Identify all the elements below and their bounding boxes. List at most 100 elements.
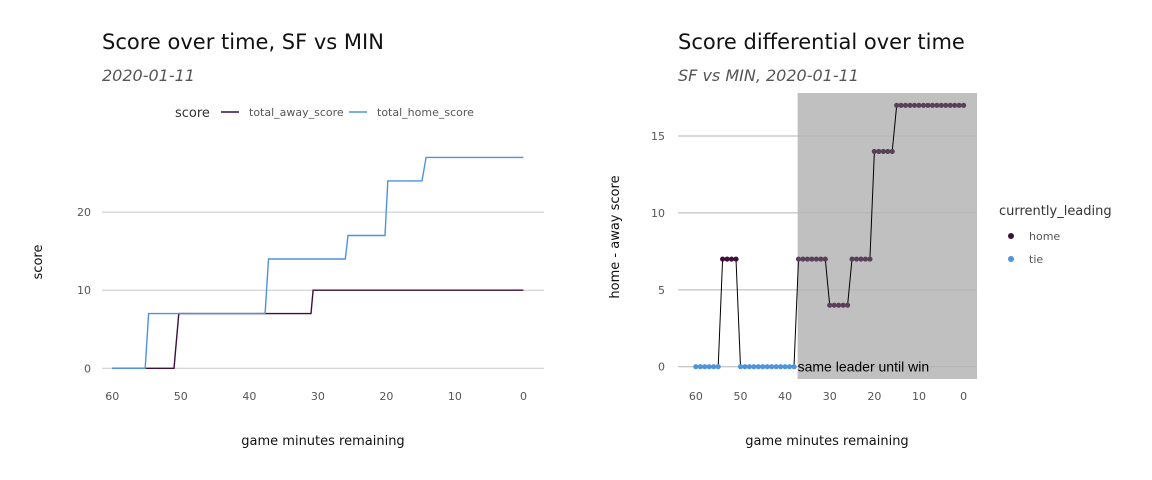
point-tie [706,364,712,370]
point-tie [778,364,784,370]
right-x-tick-label: 0 [960,390,967,403]
right-x-tick-label: 20 [867,390,881,403]
point-home [840,302,846,308]
left-chart-title: Score over time, SF vs MIN [102,30,384,54]
legend-key-home [1008,233,1014,239]
point-home [956,102,962,108]
annotation-text: same leader until win [798,359,930,375]
point-home [800,256,806,262]
left-x-tick-label: 10 [448,390,462,403]
right-legend-label-tie: tie [1029,253,1043,266]
point-home [952,102,958,108]
point-home [804,256,811,262]
right-x-tick-label: 60 [689,390,703,403]
left-x-axis-label: game minutes remaining [241,434,404,449]
left-legend-title: score [175,106,210,121]
point-home [876,148,882,155]
point-home [822,256,828,262]
point-home [853,256,860,262]
point-home [813,256,819,262]
point-home [916,102,922,108]
point-home [889,148,895,155]
point-home [871,148,877,155]
point-tie [769,364,775,370]
point-home [911,102,918,108]
point-tie [693,364,699,370]
left-plot-area: 0 10 20 60 50 40 30 20 10 0 [77,111,544,403]
point-home [925,102,931,108]
left-legend-label-away: total_away_score [249,106,344,119]
point-tie [773,364,779,370]
point-home [880,148,886,155]
point-tie [711,364,717,370]
point-home [728,256,735,262]
series-line-total_away_score [112,289,524,369]
point-home [961,102,967,108]
point-home [818,256,824,262]
point-home [947,102,953,108]
point-home [724,256,730,262]
right-plot-area: 0 5 10 15 60 50 40 30 20 10 0 same leader until win [651,93,1014,403]
point-home [943,102,949,108]
right-legend-label-home: home [1029,230,1060,243]
point-home [885,148,891,155]
point-tie [791,364,797,370]
right-x-tick-label: 10 [912,390,926,403]
left-y-tick-label: 20 [77,206,91,219]
point-home [898,102,904,108]
right-y-tick-label: 5 [658,284,665,297]
point-home [862,256,869,262]
point-tie [742,364,748,370]
point-tie [764,364,770,370]
point-home [907,102,913,108]
series-line-total_home_score [112,156,524,369]
right-y-tick-label: 0 [658,361,665,374]
left-x-tick-label: 20 [379,390,393,403]
point-home [867,256,873,262]
point-home [733,256,739,262]
point-home [831,302,837,308]
point-home [858,256,864,262]
point-home [938,102,944,108]
point-tie [786,364,793,370]
right-x-tick-label: 50 [733,390,747,403]
left-y-axis-label: score [31,245,46,280]
point-home [795,256,802,262]
right-chart-subtitle: SF vs MIN, 2020-01-11 [678,66,859,85]
point-tie [697,364,703,370]
point-home [827,302,833,308]
point-tie [702,364,708,370]
right-legend-title: currently_leading [999,204,1112,219]
point-tie [760,364,766,370]
point-home [934,102,940,108]
right-y-tick-label: 10 [651,207,665,220]
point-tie [782,364,788,370]
point-home [720,256,726,262]
point-home [844,302,851,308]
left-y-tick-label: 10 [77,284,91,297]
left-chart-subtitle: 2020-01-11 [102,66,195,85]
left-x-tick-label: 60 [105,390,119,403]
point-tie [737,364,744,370]
shaded-region [797,93,977,379]
point-home [894,102,900,108]
point-home [929,102,935,108]
point-tie [715,364,721,370]
point-home [836,302,842,308]
point-home [920,102,927,108]
right-y-tick-label: 15 [651,130,665,143]
left-y-tick-label: 0 [84,362,91,375]
left-x-tick-label: 50 [174,390,188,403]
point-home [809,256,815,262]
point-tie [746,364,753,370]
left-x-tick-label: 30 [311,390,325,403]
point-tie [751,364,757,370]
left-x-tick-label: 0 [520,390,527,403]
point-home [902,102,909,108]
right-y-axis-label: home - away score [608,175,623,298]
right-chart-title: Score differential over time [678,30,965,54]
point-tie [755,364,761,370]
point-home [849,256,855,262]
right-x-tick-label: 30 [823,390,837,403]
